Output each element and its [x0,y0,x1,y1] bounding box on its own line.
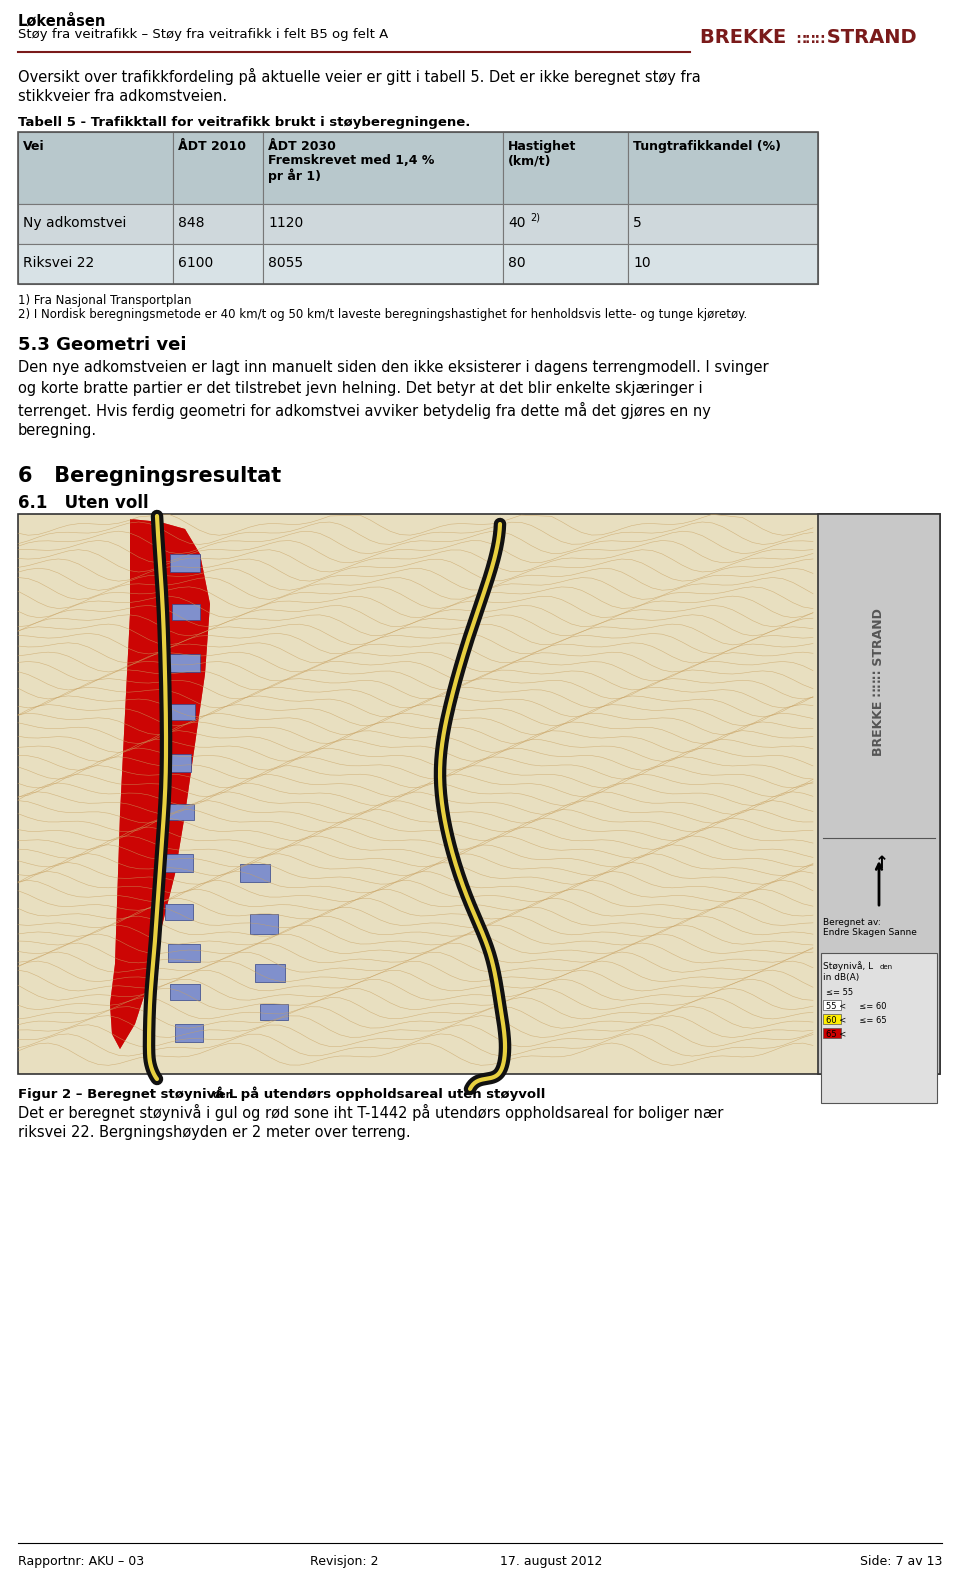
Text: pr år 1): pr år 1) [268,167,321,183]
Text: in dB(A): in dB(A) [823,973,859,982]
Text: 80: 80 [508,256,526,270]
Bar [163,755,191,772]
Text: Løkenåsen: Løkenåsen [18,14,107,28]
Text: 40: 40 [508,216,525,231]
Text: BREKKE ∷∷∷ STRAND: BREKKE ∷∷∷ STRAND [873,608,885,756]
Text: ↑: ↑ [875,854,889,872]
Bar [818,515,940,1074]
Bar [165,704,195,720]
Bar [240,864,270,883]
Bar [823,1014,841,1025]
Bar [18,515,940,1074]
Bar [173,204,263,245]
Bar [255,965,285,982]
Text: beregning.: beregning. [18,423,97,437]
Bar [172,605,200,621]
Text: den: den [880,965,893,970]
Text: 55 <     ≤= 60: 55 < ≤= 60 [826,1003,886,1011]
Bar [170,984,200,1000]
Bar [168,944,200,962]
Bar [173,133,263,204]
Text: 2): 2) [530,213,540,223]
Polygon shape [110,519,210,1048]
Text: 848: 848 [178,216,204,231]
Text: Riksvei 22: Riksvei 22 [23,256,94,270]
Bar [628,245,818,284]
Text: riksvei 22. Bergningshøyden er 2 meter over terreng.: riksvei 22. Bergningshøyden er 2 meter o… [18,1124,411,1140]
Text: Hastighet: Hastighet [508,141,576,153]
Bar [250,914,278,935]
Text: Støynivå, L: Støynivå, L [823,962,874,971]
Text: (km/t): (km/t) [508,155,551,167]
Bar [503,245,628,284]
Bar [165,905,193,921]
Text: 10: 10 [633,256,651,270]
Polygon shape [108,519,250,1060]
Text: og korte bratte partier er det tilstrebet jevn helning. Det betyr at det blir en: og korte bratte partier er det tilstrebe… [18,381,703,396]
Text: 6   Beregningsresultat: 6 Beregningsresultat [18,466,281,486]
Bar [18,133,173,204]
Text: den: den [213,1090,233,1101]
Bar [628,204,818,245]
Text: Rapportnr: AKU – 03: Rapportnr: AKU – 03 [18,1555,144,1568]
Text: 8055: 8055 [268,256,303,270]
Bar [162,804,194,820]
Text: Figur 2 – Beregnet støynivå L: Figur 2 – Beregnet støynivå L [18,1086,237,1101]
Text: Side: 7 av 13: Side: 7 av 13 [859,1555,942,1568]
Text: BREKKE: BREKKE [700,28,793,47]
Bar [503,204,628,245]
Bar [821,954,937,1104]
Bar [823,1028,841,1037]
Bar [260,1004,288,1020]
Text: Det er beregnet støynivå i gul og rød sone iht T-1442 på utendørs oppholdsareal : Det er beregnet støynivå i gul og rød so… [18,1104,724,1121]
Text: 1120: 1120 [268,216,303,231]
Text: 5.3 Geometri vei: 5.3 Geometri vei [18,336,186,354]
Bar [18,245,173,284]
Bar [263,204,503,245]
Text: ≤= 55: ≤= 55 [826,988,853,996]
Text: Oversikt over trafikkfordeling på aktuelle veier er gitt i tabell 5. Det er ikke: Oversikt over trafikkfordeling på aktuel… [18,68,701,85]
Text: ÅDT 2010: ÅDT 2010 [178,141,246,153]
Text: Revisjon: 2: Revisjon: 2 [310,1555,378,1568]
Text: Tabell 5 - Trafikktall for veitrafikk brukt i støyberegningene.: Tabell 5 - Trafikktall for veitrafikk br… [18,115,470,129]
Text: STRAND: STRAND [820,28,917,47]
Text: terrenget. Hvis ferdig geometri for adkomstvei avviker betydelig fra dette må de: terrenget. Hvis ferdig geometri for adko… [18,403,710,418]
Bar [263,133,503,204]
Text: 2) I Nordisk beregningsmetode er 40 km/t og 50 km/t laveste beregningshastighet : 2) I Nordisk beregningsmetode er 40 km/t… [18,308,747,321]
Text: ÅDT 2030: ÅDT 2030 [268,141,336,153]
Bar [18,204,173,245]
Text: ∷∷∷: ∷∷∷ [796,33,825,47]
Text: Fremskrevet med 1,4 %: Fremskrevet med 1,4 % [268,155,434,167]
Polygon shape [110,519,210,1048]
Bar [175,1025,203,1042]
Bar [823,1000,841,1011]
Bar [263,245,503,284]
Text: 1) Fra Nasjonal Transportplan: 1) Fra Nasjonal Transportplan [18,294,191,306]
Text: Tungtrafikkandel (%): Tungtrafikkandel (%) [633,141,781,153]
Bar [168,654,200,673]
Text: på utendørs oppholdsareal uten støyvoll: på utendørs oppholdsareal uten støyvoll [236,1086,545,1101]
Bar [18,133,818,284]
Text: 65 <: 65 < [826,1030,847,1039]
Text: 5: 5 [633,216,641,231]
Text: 6100: 6100 [178,256,213,270]
Bar [163,854,193,872]
Bar [503,133,628,204]
Text: 17. august 2012: 17. august 2012 [500,1555,602,1568]
Text: Ny adkomstvei: Ny adkomstvei [23,216,127,231]
Text: Beregnet av:: Beregnet av: [823,917,880,927]
Text: Den nye adkomstveien er lagt inn manuelt siden den ikke eksisterer i dagens terr: Den nye adkomstveien er lagt inn manuelt… [18,360,769,374]
Bar [628,133,818,204]
Text: Støy fra veitrafikk – Støy fra veitrafikk i felt B5 og felt A: Støy fra veitrafikk – Støy fra veitrafik… [18,28,388,41]
Text: stikkveier fra adkomstveien.: stikkveier fra adkomstveien. [18,88,228,104]
Text: Endre Skagen Sanne: Endre Skagen Sanne [823,928,917,936]
Text: 60 <     ≤= 65: 60 < ≤= 65 [826,1015,887,1025]
Bar [173,245,263,284]
Text: 6.1   Uten voll: 6.1 Uten voll [18,494,149,512]
Text: Vei: Vei [23,141,44,153]
Bar [170,554,200,572]
